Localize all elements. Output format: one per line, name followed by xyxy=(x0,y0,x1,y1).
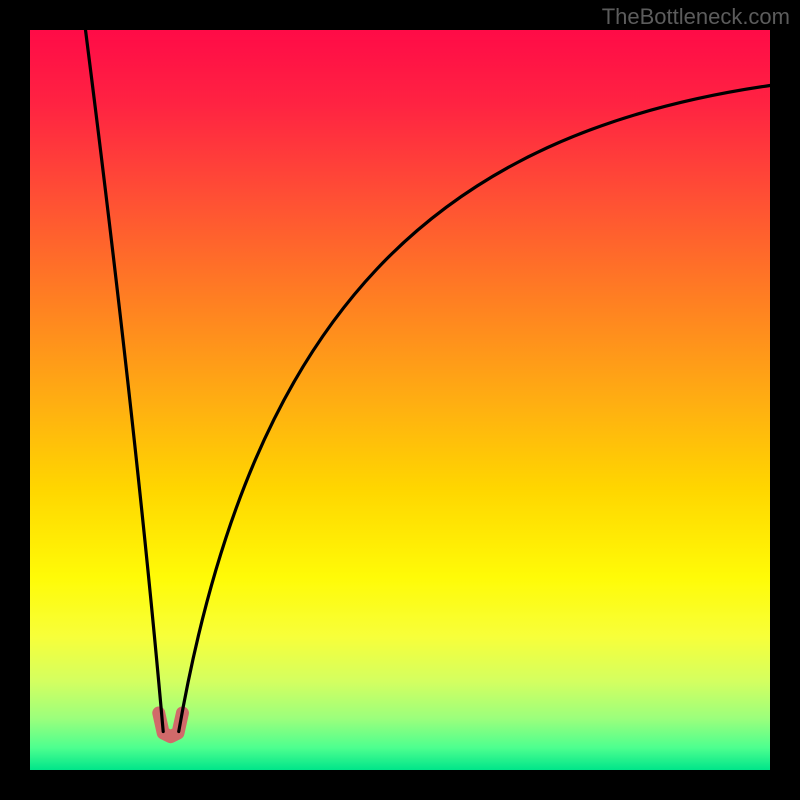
watermark-text: TheBottleneck.com xyxy=(602,4,790,30)
chart-frame: TheBottleneck.com xyxy=(0,0,800,800)
gradient-background xyxy=(30,30,770,770)
bottleneck-chart xyxy=(0,0,800,800)
